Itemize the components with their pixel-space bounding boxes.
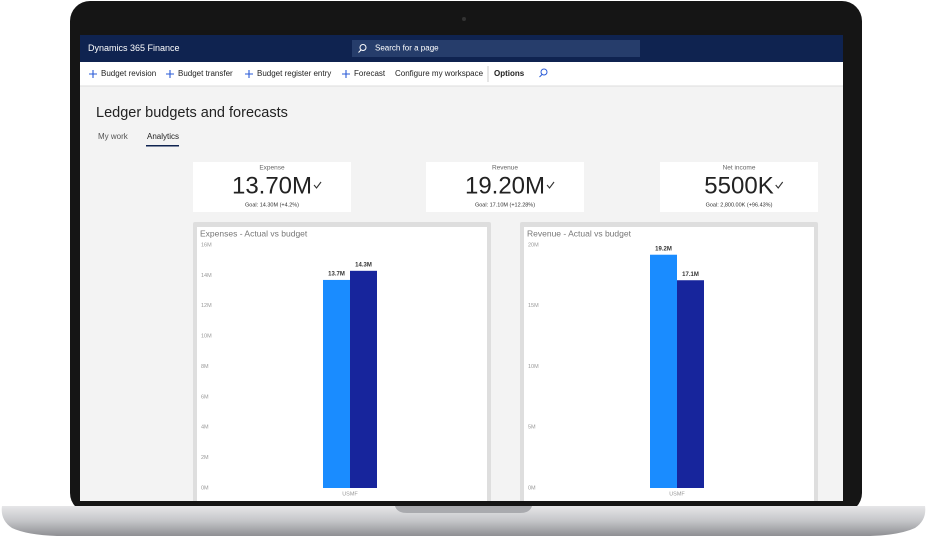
x-tick-label: USMF: [669, 491, 685, 497]
plus-icon: [166, 70, 174, 78]
kpi-check: [313, 181, 322, 189]
y-tick-label: 8M: [201, 364, 209, 370]
plus-icon: [245, 70, 253, 78]
y-tick-label: 16M: [201, 242, 212, 248]
bar: [350, 270, 377, 488]
screen: Dynamics 365 Finance Search for a page C…: [80, 35, 843, 501]
search-placeholder: Search for a page: [375, 44, 439, 53]
y-tick-label: 14M: [201, 273, 212, 279]
toolbar: [80, 62, 843, 86]
search-icon: [359, 44, 367, 51]
tab[interactable]: My work: [98, 132, 129, 141]
bar-value-label: 13.7M: [328, 272, 345, 278]
y-tick-label: 0M: [201, 485, 209, 491]
toolbar-options[interactable]: Options: [494, 69, 525, 78]
toolbar-search: [539, 74, 543, 78]
toolbar-button[interactable]: Forecast: [354, 69, 386, 78]
kpi-check: [546, 181, 555, 189]
laptop-base: [1, 506, 926, 536]
bar: [677, 280, 704, 488]
plus-icon: [342, 70, 350, 78]
page-title: Ledger budgets and forecasts: [96, 105, 288, 121]
y-tick-label: 4M: [201, 425, 209, 431]
plus-icon: [89, 70, 97, 78]
toolbar-button[interactable]: Budget register entry: [257, 69, 331, 78]
y-tick-label: 20M: [528, 242, 539, 248]
y-tick-label: 10M: [528, 364, 539, 370]
kpi-value: 19.20M: [465, 172, 545, 199]
kpi-label: Expense: [259, 165, 285, 172]
kpi-check: [775, 181, 784, 189]
y-tick-label: 5M: [528, 425, 536, 431]
y-tick-label: 6M: [201, 394, 209, 400]
toolbar-button[interactable]: Configure my workspace: [395, 69, 484, 78]
kpi-label: Net income: [723, 165, 756, 172]
chart-title: Revenue - Actual vs budget: [527, 228, 632, 238]
kpi-value: 5500K: [704, 172, 773, 199]
y-tick-label: 12M: [201, 303, 212, 309]
kpi-label: Revenue: [492, 165, 518, 172]
kpi-card: [660, 162, 818, 212]
y-tick-label: 0M: [528, 485, 536, 491]
notch: [395, 506, 532, 513]
x-tick-label: USMF: [342, 491, 358, 497]
tab-active[interactable]: Analytics: [147, 132, 179, 141]
y-tick-label: 2M: [201, 455, 209, 461]
kpi-goal: Goal: 14.30M (+4.2%): [245, 202, 299, 208]
bar: [323, 279, 350, 488]
kpi-value: 13.70M: [232, 172, 312, 199]
kpi-card: [426, 162, 584, 212]
toolbar-search[interactable]: [540, 68, 548, 76]
bar-value-label: 19.2M: [655, 246, 672, 252]
kpi-card: [193, 162, 351, 212]
y-tick-label: 15M: [528, 303, 539, 309]
y-tick-label: 10M: [201, 334, 212, 340]
camera: [462, 17, 466, 21]
bar-value-label: 17.1M: [682, 272, 699, 278]
kpi-goal: Goal: 17.10M (+12.28%): [475, 202, 535, 208]
app-title: Dynamics 365 Finance: [88, 43, 180, 53]
chart-title: Expenses - Actual vs budget: [200, 228, 308, 238]
search-box[interactable]: [352, 40, 640, 57]
bar: [650, 254, 677, 488]
toolbar-button[interactable]: Budget revision: [101, 69, 156, 78]
bar-value-label: 14.3M: [355, 262, 372, 268]
search-icon: [358, 49, 362, 53]
tab-underline: [146, 145, 179, 147]
toolbar-button[interactable]: Budget transfer: [178, 69, 233, 78]
kpi-goal: Goal: 2,800.00K (+96.43%): [706, 202, 773, 208]
